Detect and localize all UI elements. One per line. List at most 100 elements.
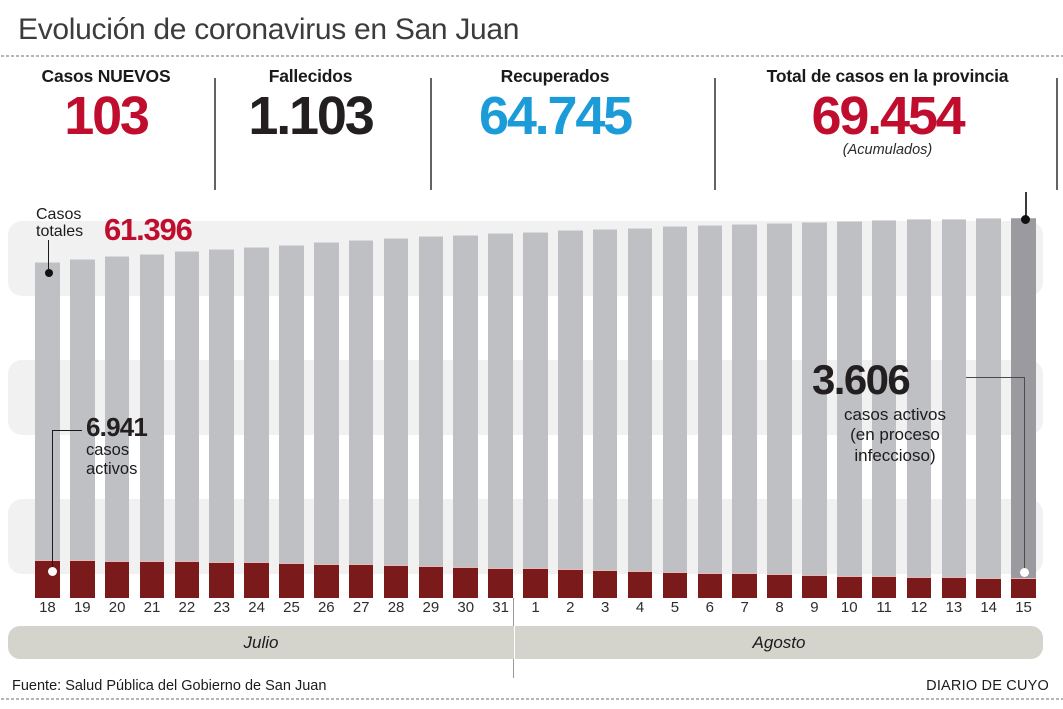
- bar-column: [314, 200, 339, 598]
- day-label: 3: [601, 599, 610, 616]
- bar-segment-total: [836, 220, 862, 598]
- bar-segment-active: [592, 570, 618, 598]
- kpi-label: Recuperados: [500, 66, 610, 86]
- bar-chart: [0, 200, 1063, 598]
- kpi-recuperados: Recuperados 64.745: [430, 66, 680, 144]
- day-label: 2: [566, 599, 575, 616]
- kpi-value: 64.745: [479, 86, 633, 146]
- bar-column: [418, 200, 444, 598]
- bar-segment-total: [871, 219, 897, 598]
- kpi-label: Casos NUEVOS: [41, 66, 171, 86]
- bar-segment-total: [732, 224, 757, 598]
- bar-column: [70, 200, 95, 598]
- leader-line-casos-totales: [48, 240, 49, 272]
- bar-segment-total: [906, 219, 932, 598]
- bar-column: [662, 200, 688, 598]
- leader-line-activos-left-vertical: [52, 430, 53, 572]
- bar-segment-active: [523, 568, 548, 598]
- x-axis-days: 18 19 20 21 22 23 24 25 26 27 28 29 30 31 1 2 3 4 5 6 7 8 9 10 1…: [0, 598, 1063, 624]
- bar-segment-active: [906, 576, 932, 598]
- day-label: 30: [457, 599, 475, 616]
- bar-column: [627, 200, 653, 598]
- bar-segment-active: [662, 571, 688, 598]
- bar-segment-active: [279, 562, 304, 598]
- bar-segment-total: [139, 253, 165, 598]
- bar-segment-total: [244, 246, 269, 598]
- bar-segment-active: [174, 561, 200, 598]
- day-label: 27: [352, 599, 370, 616]
- bar-segment-total: [418, 236, 444, 598]
- kpi-value: 103: [64, 86, 150, 146]
- source-text: Fuente: Salud Pública del Gobierno de Sa…: [12, 678, 327, 694]
- leader-line-activos-right: [966, 377, 1025, 378]
- day-label: 31: [492, 599, 509, 616]
- bar-column: [906, 200, 932, 598]
- bar-column: [836, 200, 862, 598]
- bar-segment-total: [627, 227, 653, 598]
- bar-segment-total: [209, 248, 234, 598]
- kpi-fallecidos: Fallecidos 1.103: [218, 66, 403, 144]
- day-label: 25: [283, 599, 300, 616]
- bar-column: [453, 200, 479, 598]
- bar-segment-active: [383, 565, 409, 598]
- bar-column: [767, 200, 792, 598]
- annotation-activos-right-value: 3.606: [812, 356, 911, 403]
- bar-segment-total: [174, 251, 200, 598]
- marker-dot-total-acumulado: [1021, 215, 1030, 224]
- kpi-value: 1.103: [248, 86, 374, 146]
- month-bands: Julio Agosto: [8, 626, 1043, 659]
- bar-segment-total: [941, 218, 967, 598]
- kpi-value: 69.454: [811, 86, 966, 146]
- day-label: 9: [810, 599, 819, 616]
- bar-column: [592, 200, 618, 598]
- bar-column: [279, 200, 304, 598]
- marker-dot-casos-totales: [44, 269, 53, 277]
- annotation-activos-right-text: casos activos (en proceso infeccioso): [843, 405, 947, 465]
- day-label: 13: [945, 599, 963, 616]
- bar-segment-total: [70, 259, 95, 598]
- bar-segment-total: [592, 228, 618, 598]
- bar-column: [871, 200, 897, 598]
- month-band-julio: Julio: [8, 626, 514, 659]
- bar-segment-active: [418, 566, 444, 598]
- kpi-total-provincia: Total de casos en la provincia 69.454 (A…: [720, 66, 1055, 158]
- bar-segment-total: [453, 234, 479, 598]
- day-label: 20: [108, 599, 126, 616]
- bar-segment-active: [488, 567, 513, 598]
- bar-segment-active: [767, 574, 792, 598]
- bar-segment-active: [70, 560, 95, 598]
- kpi-label: Fallecidos: [268, 66, 353, 86]
- bar-column: [209, 200, 234, 598]
- bar-segment-active: [976, 577, 1001, 598]
- bar-segment-active: [244, 562, 269, 598]
- day-label: 12: [910, 599, 928, 616]
- day-label: 18: [39, 599, 56, 616]
- bar-segment-active: [732, 573, 757, 598]
- brand-text: DIARIO DE CUYO: [926, 678, 1049, 694]
- bar-segment-active: [871, 576, 897, 598]
- bar-segment-active: [314, 563, 339, 598]
- bar-segment-total: [767, 222, 792, 598]
- leader-line-activos-right-vertical: [1024, 377, 1025, 573]
- bar-segment-active: [627, 570, 653, 598]
- day-label: 10: [840, 599, 858, 616]
- bar-segment-total: [314, 242, 339, 598]
- bar-column: [174, 200, 200, 598]
- bar-segment-total: [383, 238, 409, 598]
- kpi-label: Total de casos en la provincia: [766, 66, 1009, 86]
- kpi-divider: [1056, 78, 1058, 190]
- bar-segment-total: [104, 256, 130, 598]
- bar-segment-active: [697, 572, 723, 598]
- day-label: 11: [876, 599, 892, 616]
- bar-segment-total: [976, 218, 1001, 598]
- bar-segment-total: [802, 221, 827, 598]
- bar-segment-active: [1011, 578, 1036, 598]
- bar-column: [523, 200, 548, 598]
- kpi-sublabel: (Acumulados): [842, 142, 933, 159]
- bar-segment-total: [348, 240, 374, 598]
- bar-segment-active: [802, 575, 827, 598]
- day-label: 8: [775, 599, 784, 616]
- day-label: 14: [980, 599, 998, 616]
- bar-column: [139, 200, 165, 598]
- day-label: 5: [670, 599, 680, 616]
